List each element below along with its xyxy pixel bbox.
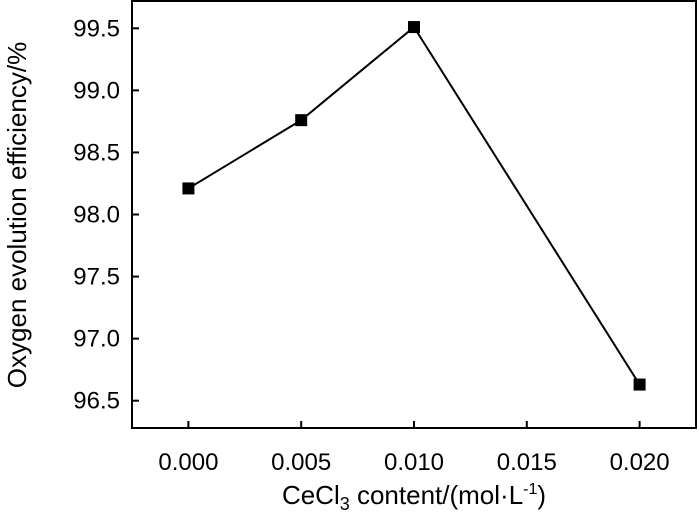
- x-axis-title-superscript: -1: [523, 481, 537, 498]
- x-axis-title-subscript: 3: [340, 494, 350, 514]
- x-axis-title-base: CeCl: [282, 480, 340, 510]
- x-axis-ticks: 0.000 0.005 0.010 0.015 0.020: [158, 421, 670, 476]
- data-point-marker: [408, 21, 420, 34]
- y-tick-label: 96.5: [73, 388, 120, 415]
- y-tick-label: 97.5: [73, 264, 120, 291]
- y-axis-ticks: 96.5 97.0 97.5 98.0 98.5 99.0 99.5: [73, 15, 139, 415]
- y-tick-label: 97.0: [73, 326, 120, 353]
- y-tick-label: 99.5: [73, 15, 120, 42]
- data-series: [182, 21, 646, 391]
- x-tick-label: 0.005: [271, 449, 331, 476]
- x-tick-label: 0.010: [384, 449, 444, 476]
- y-tick-label: 98.0: [73, 202, 120, 229]
- data-point-marker: [182, 182, 195, 195]
- y-tick-label: 98.5: [73, 139, 120, 166]
- y-axis-title: Oxygen evolution efficiency/%: [2, 42, 32, 388]
- x-tick-label: 0.000: [158, 449, 218, 476]
- plot-frame: [131, 0, 697, 429]
- x-tick-label: 0.020: [610, 449, 670, 476]
- x-axis-title-end: ): [537, 480, 546, 510]
- data-point-marker: [633, 378, 646, 391]
- x-axis-title-middle: content/(mol·L: [350, 480, 523, 510]
- series-line: [187, 25, 641, 386]
- x-tick-label: 0.015: [497, 449, 557, 476]
- data-point-marker: [295, 114, 308, 127]
- x-axis-title: CeCl3 content/(mol·L-1): [282, 480, 546, 514]
- y-tick-label: 99.0: [73, 77, 120, 104]
